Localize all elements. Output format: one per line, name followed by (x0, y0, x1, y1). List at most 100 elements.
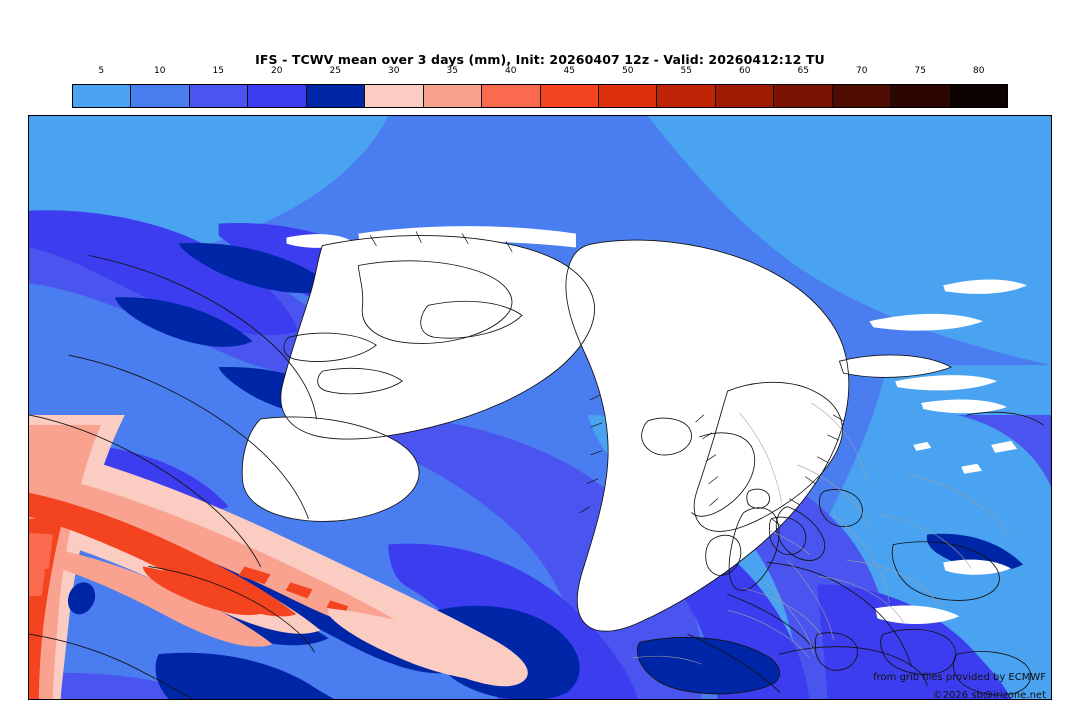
field-pink-tongue-tip (426, 634, 502, 673)
border-baltic-states (797, 464, 874, 533)
field-white-iceland (650, 423, 684, 448)
border-alps (743, 588, 822, 637)
border-romania (847, 560, 940, 607)
field-white-norway-coast (686, 432, 755, 517)
field-b4-small (88, 444, 229, 513)
field-b3-ne2 (957, 414, 1051, 487)
coastline-greenland-east-fjords (771, 414, 844, 526)
coastline-denmark (769, 516, 807, 556)
coastline-europe-north (767, 562, 912, 667)
colorbar-tick-35: 35 (446, 66, 458, 76)
border-france-spain (727, 610, 810, 659)
coastline-hudson (88, 255, 317, 420)
border-ukraine (879, 514, 972, 569)
colorbar-segment-15-20 (189, 85, 249, 107)
field-salmon-ar (29, 470, 413, 634)
map-canvas (29, 116, 1051, 699)
border-eastern-europe (833, 514, 890, 603)
colorbar-tick-80: 80 (973, 66, 985, 76)
coastline-maritimes (29, 633, 194, 699)
field-white-alps (875, 605, 960, 625)
coastline-great-britain (728, 507, 780, 591)
coastline-norway-west (691, 432, 756, 517)
coastline-hudson-south (68, 354, 309, 520)
colorbar-segment-20-25 (248, 85, 307, 107)
coastline-scandinavia (693, 381, 843, 532)
field-salmon-west (29, 424, 101, 699)
field-orange-west (29, 532, 53, 571)
field-red-speck1 (238, 566, 271, 585)
coastline-svalbard (838, 354, 952, 378)
border-central-europe-2 (763, 580, 814, 655)
field-white-labrador (242, 416, 420, 522)
coastline-finland-gulf (819, 489, 863, 528)
coastline-labrador (241, 416, 420, 522)
border-germany-north (769, 530, 810, 555)
field-white-streak3 (921, 399, 1008, 414)
colorbar-segment-50-55 (598, 85, 658, 107)
coastline-balkans (880, 628, 957, 675)
colorbar-tick-50: 50 (622, 66, 634, 76)
coastline-france-atlantic (727, 593, 814, 649)
field-white-islet3 (913, 441, 932, 451)
coastline-arctic-island3 (283, 332, 377, 362)
coastline-baltic-sea (775, 506, 826, 561)
page-title: IFS - TCWV mean over 3 days (mm), Init: … (255, 52, 825, 67)
coastline-arctic-island2 (420, 300, 523, 339)
colorbar-segment->80 (949, 85, 1007, 107)
field-navy-sw (155, 652, 335, 699)
coastline-greenland-west-fjords (579, 394, 603, 513)
coastline-scotland-north (746, 488, 770, 509)
coastline-canadian-arctic (280, 235, 595, 440)
coastline-ireland (705, 534, 742, 576)
field-band-light-ne (647, 116, 1051, 366)
coastline-newfoundland (148, 566, 315, 653)
coastline-iceland (641, 417, 692, 456)
colorbar-tick-25: 25 (329, 66, 341, 76)
coastline-arctic-ticks (369, 231, 513, 252)
source-credit: from grib files provided by ECMWF (873, 672, 1046, 683)
field-b4-med (817, 584, 1012, 699)
field-navy-eye (67, 582, 96, 615)
colorbar-segment-35-40 (423, 85, 483, 107)
colorbar-tick-5: 5 (98, 66, 105, 76)
colorbar-segment-10-15 (131, 85, 190, 107)
field-navy-n2 (114, 297, 253, 347)
colorbar-tick-10: 10 (154, 66, 166, 76)
copyright-credit: ©2026 sb@irizone.net (932, 690, 1046, 701)
coastline-arctic-island4 (317, 367, 403, 395)
colorbar-segment-65-70 (774, 85, 833, 107)
coastline-quebec (29, 414, 261, 567)
field-navy-ne (926, 533, 1024, 571)
coastline-italy (815, 632, 858, 671)
field-white-streak1 (869, 313, 984, 331)
colorbar (72, 84, 1008, 108)
colorbar-tick-20: 20 (271, 66, 283, 76)
field-white-streak4 (943, 279, 1028, 294)
border-russia-west (906, 474, 1010, 535)
colorbar-tick-labels: 5 10 15 20 25 30 35 40 45 50 55 60 65 70 75 80 (72, 66, 1008, 80)
colorbar-tick-70: 70 (856, 66, 868, 76)
field-red-speck2 (285, 582, 313, 599)
field-b3-sw (29, 672, 204, 699)
colorbar-segment-5-10 (73, 85, 132, 107)
colorbar-segment-45-50 (540, 85, 599, 107)
field-white-svalbard (839, 354, 952, 378)
field-white-top (358, 226, 576, 248)
colorbar-segments (72, 84, 1008, 108)
colorbar-tick-30: 30 (388, 66, 400, 76)
map-frame (28, 115, 1052, 700)
field-navy-med (637, 637, 780, 694)
border-finland-sweden (811, 402, 868, 484)
colorbar-segment-55-60 (657, 85, 716, 107)
field-salmon-ar2 (29, 544, 273, 647)
border-north-africa (631, 655, 702, 665)
colorbar-segment-25-30 (306, 85, 366, 107)
colorbar-segment-70-75 (832, 85, 892, 107)
colorbar-tick-60: 60 (739, 66, 751, 76)
colorbar-tick-55: 55 (680, 66, 692, 76)
field-white-islet2 (961, 463, 983, 474)
field-red-ar (29, 492, 297, 617)
border-norway-sweden (739, 412, 782, 503)
